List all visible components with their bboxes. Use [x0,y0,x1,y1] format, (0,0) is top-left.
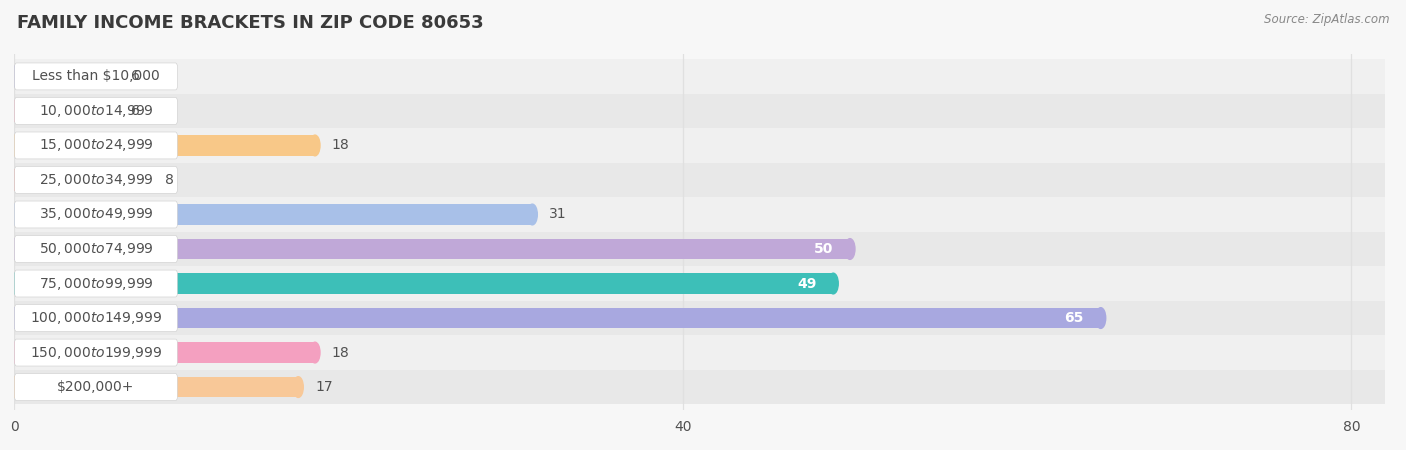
Text: Less than $10,000: Less than $10,000 [32,69,160,83]
FancyBboxPatch shape [14,305,177,332]
Circle shape [8,308,20,328]
Text: 31: 31 [548,207,567,221]
Circle shape [8,377,20,397]
Bar [14,101,114,122]
Circle shape [110,101,120,122]
Circle shape [309,342,321,363]
Bar [14,301,1385,335]
FancyBboxPatch shape [14,374,177,400]
Bar [14,335,1385,370]
Bar [14,308,1101,328]
Text: $200,000+: $200,000+ [58,380,135,394]
Text: FAMILY INCOME BRACKETS IN ZIP CODE 80653: FAMILY INCOME BRACKETS IN ZIP CODE 80653 [17,14,484,32]
FancyBboxPatch shape [14,63,177,90]
Circle shape [110,66,120,87]
Text: 17: 17 [315,380,333,394]
Text: 50: 50 [814,242,834,256]
Bar [14,370,1385,404]
Bar [14,377,298,397]
Text: 65: 65 [1064,311,1084,325]
Text: $25,000 to $34,999: $25,000 to $34,999 [38,172,153,188]
Circle shape [8,66,20,87]
Text: $100,000 to $149,999: $100,000 to $149,999 [30,310,162,326]
Bar [14,66,114,87]
Text: 18: 18 [332,139,350,153]
FancyBboxPatch shape [14,132,177,159]
Bar [14,232,1385,266]
Text: Source: ZipAtlas.com: Source: ZipAtlas.com [1264,14,1389,27]
FancyBboxPatch shape [14,270,177,297]
Circle shape [294,377,304,397]
Circle shape [8,273,20,294]
Bar [14,163,1385,197]
Bar [14,135,315,156]
Bar [14,238,851,259]
Bar [14,273,834,294]
Bar [14,204,533,225]
FancyBboxPatch shape [14,235,177,262]
Text: 6: 6 [131,69,141,83]
Circle shape [309,135,321,156]
Text: $50,000 to $74,999: $50,000 to $74,999 [38,241,153,257]
Circle shape [8,342,20,363]
Bar [14,342,315,363]
Bar [14,128,1385,163]
Bar [14,266,1385,301]
Text: $150,000 to $199,999: $150,000 to $199,999 [30,345,162,360]
Circle shape [845,238,855,259]
Text: $75,000 to $99,999: $75,000 to $99,999 [38,275,153,292]
Circle shape [8,170,20,190]
Text: $35,000 to $49,999: $35,000 to $49,999 [38,207,153,222]
Bar [14,59,1385,94]
Circle shape [828,273,838,294]
FancyBboxPatch shape [14,98,177,124]
Bar [14,170,148,190]
Text: $10,000 to $14,999: $10,000 to $14,999 [38,103,153,119]
Circle shape [527,204,537,225]
FancyBboxPatch shape [14,339,177,366]
Text: 8: 8 [165,173,173,187]
Circle shape [8,135,20,156]
Text: 6: 6 [131,104,141,118]
FancyBboxPatch shape [14,166,177,194]
Text: 49: 49 [797,276,817,291]
Circle shape [8,238,20,259]
FancyBboxPatch shape [14,201,177,228]
Bar [14,197,1385,232]
Circle shape [1095,308,1105,328]
Bar [14,94,1385,128]
Circle shape [143,170,153,190]
Text: $15,000 to $24,999: $15,000 to $24,999 [38,137,153,153]
Circle shape [8,204,20,225]
Circle shape [8,101,20,122]
Text: 18: 18 [332,346,350,360]
